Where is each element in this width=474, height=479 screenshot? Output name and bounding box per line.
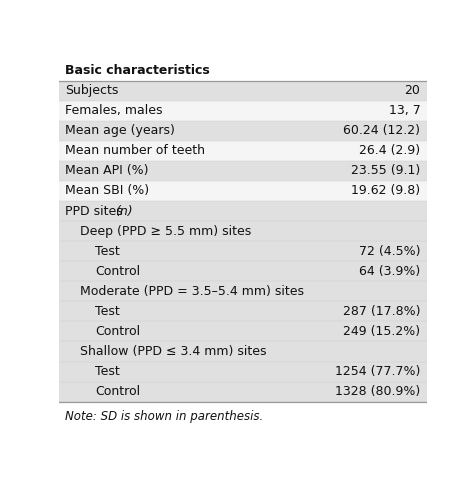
FancyBboxPatch shape <box>59 321 427 342</box>
FancyBboxPatch shape <box>59 201 427 221</box>
Text: Note: SD is shown in parenthesis.: Note: SD is shown in parenthesis. <box>65 410 264 423</box>
FancyBboxPatch shape <box>59 121 427 141</box>
FancyBboxPatch shape <box>59 241 427 261</box>
FancyBboxPatch shape <box>59 221 427 241</box>
FancyBboxPatch shape <box>59 342 427 362</box>
Text: 287 (17.8%): 287 (17.8%) <box>343 305 420 318</box>
FancyBboxPatch shape <box>59 382 427 402</box>
FancyBboxPatch shape <box>59 181 427 201</box>
FancyBboxPatch shape <box>59 281 427 301</box>
Text: Control: Control <box>95 385 140 398</box>
Text: 72 (4.5%): 72 (4.5%) <box>359 245 420 258</box>
Text: Deep (PPD ≥ 5.5 mm) sites: Deep (PPD ≥ 5.5 mm) sites <box>80 225 251 238</box>
Text: 19.62 (9.8): 19.62 (9.8) <box>351 184 420 197</box>
Text: Control: Control <box>95 265 140 278</box>
FancyBboxPatch shape <box>59 362 427 382</box>
Text: 20: 20 <box>404 84 420 97</box>
Text: 64 (3.9%): 64 (3.9%) <box>359 265 420 278</box>
Text: Moderate (PPD = 3.5–5.4 mm) sites: Moderate (PPD = 3.5–5.4 mm) sites <box>80 285 304 298</box>
Text: Mean API (%): Mean API (%) <box>65 164 149 177</box>
Text: (n): (n) <box>115 205 133 217</box>
Text: Test: Test <box>95 365 119 378</box>
Text: Mean number of teeth: Mean number of teeth <box>65 144 205 157</box>
FancyBboxPatch shape <box>59 161 427 181</box>
FancyBboxPatch shape <box>59 101 427 121</box>
Text: Mean SBI (%): Mean SBI (%) <box>65 184 150 197</box>
Text: 60.24 (12.2): 60.24 (12.2) <box>343 124 420 137</box>
Text: Mean age (years): Mean age (years) <box>65 124 175 137</box>
FancyBboxPatch shape <box>59 80 427 101</box>
Text: PPD sites: PPD sites <box>65 205 127 217</box>
Text: Shallow (PPD ≤ 3.4 mm) sites: Shallow (PPD ≤ 3.4 mm) sites <box>80 345 267 358</box>
Text: 26.4 (2.9): 26.4 (2.9) <box>359 144 420 157</box>
FancyBboxPatch shape <box>59 261 427 281</box>
Text: Control: Control <box>95 325 140 338</box>
FancyBboxPatch shape <box>59 141 427 161</box>
Text: Subjects: Subjects <box>65 84 119 97</box>
Text: 249 (15.2%): 249 (15.2%) <box>343 325 420 338</box>
Text: Test: Test <box>95 245 119 258</box>
FancyBboxPatch shape <box>59 301 427 321</box>
Text: 23.55 (9.1): 23.55 (9.1) <box>351 164 420 177</box>
Text: 1328 (80.9%): 1328 (80.9%) <box>335 385 420 398</box>
Text: Test: Test <box>95 305 119 318</box>
Text: 1254 (77.7%): 1254 (77.7%) <box>335 365 420 378</box>
Text: Females, males: Females, males <box>65 104 163 117</box>
Text: 13, 7: 13, 7 <box>389 104 420 117</box>
Text: Basic characteristics: Basic characteristics <box>65 64 210 77</box>
